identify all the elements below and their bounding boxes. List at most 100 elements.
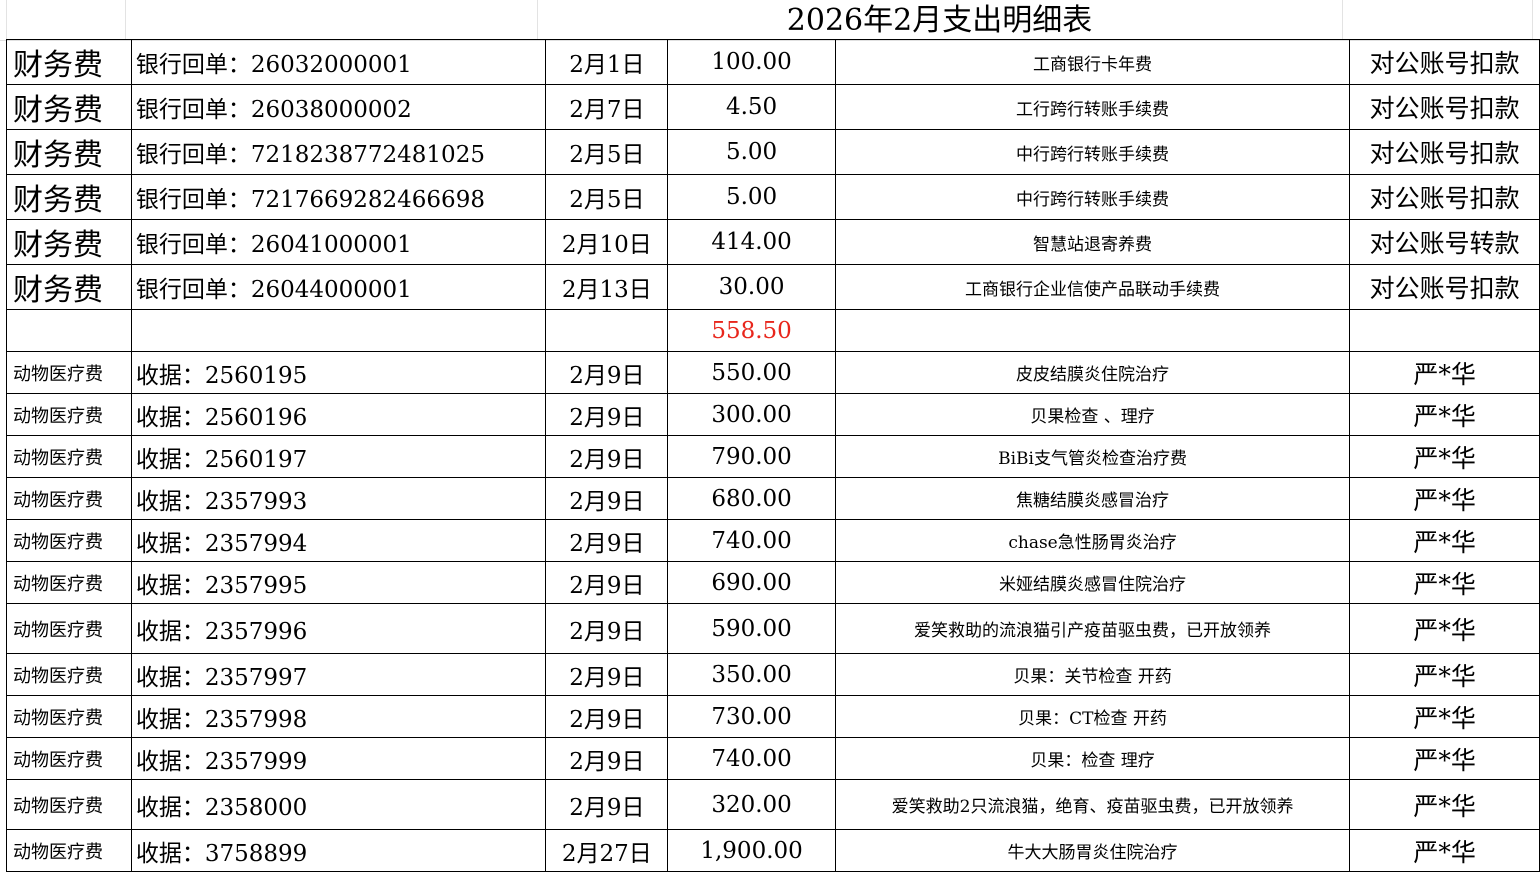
description-cell[interactable]: 贝果：关节检查 开药 bbox=[834, 653, 1351, 696]
payer-cell[interactable]: 严*华 bbox=[1349, 653, 1540, 696]
voucher-cell[interactable]: 银行回单：26038000002 bbox=[130, 84, 547, 130]
amount-cell[interactable]: 30.00 bbox=[667, 264, 836, 310]
voucher-cell[interactable]: 收据：2357995 bbox=[130, 561, 547, 604]
voucher-cell[interactable]: 收据：2560196 bbox=[130, 393, 547, 436]
amount-cell[interactable]: 100.00 bbox=[667, 39, 836, 85]
date-cell[interactable]: 2月9日 bbox=[545, 695, 669, 738]
payer-cell[interactable]: 对公账号扣款 bbox=[1349, 84, 1540, 130]
voucher-cell[interactable]: 收据：2357993 bbox=[130, 477, 547, 520]
category-cell[interactable]: 财务费 bbox=[6, 174, 132, 220]
category-cell[interactable]: 财务费 bbox=[6, 264, 132, 310]
category-cell[interactable]: 动物医疗费 bbox=[6, 653, 132, 696]
category-cell[interactable]: 动物医疗费 bbox=[6, 829, 132, 872]
amount-cell[interactable]: 5.00 bbox=[667, 174, 836, 220]
category-cell[interactable]: 财务费 bbox=[6, 129, 132, 175]
payer-cell[interactable]: 严*华 bbox=[1349, 393, 1540, 436]
category-cell[interactable]: 动物医疗费 bbox=[6, 603, 132, 654]
category-cell[interactable]: 动物医疗费 bbox=[6, 519, 132, 562]
description-cell[interactable]: 焦糖结膜炎感冒治疗 bbox=[834, 477, 1351, 520]
amount-cell[interactable]: 740.00 bbox=[667, 737, 836, 780]
category-cell[interactable]: 财务费 bbox=[6, 84, 132, 130]
voucher-cell[interactable]: 收据：2560197 bbox=[130, 435, 547, 478]
description-cell[interactable]: 皮皮结膜炎住院治疗 bbox=[834, 351, 1351, 394]
date-cell[interactable]: 2月9日 bbox=[545, 779, 669, 830]
description-cell[interactable]: chase急性肠胃炎治疗 bbox=[834, 519, 1351, 562]
payer-cell[interactable]: 严*华 bbox=[1349, 561, 1540, 604]
voucher-cell[interactable]: 收据：2560195 bbox=[130, 351, 547, 394]
subtotal-cell[interactable]: 558.50 bbox=[667, 309, 836, 352]
category-cell[interactable]: 动物医疗费 bbox=[6, 779, 132, 830]
voucher-cell[interactable]: 银行回单：7218238772481025 bbox=[130, 129, 547, 175]
description-cell[interactable]: 智慧站退寄养费 bbox=[834, 219, 1351, 265]
voucher-cell[interactable]: 收据：2358000 bbox=[130, 779, 547, 830]
empty-cell[interactable] bbox=[6, 309, 132, 352]
description-cell[interactable]: 牛大大肠胃炎住院治疗 bbox=[834, 829, 1351, 872]
payer-cell[interactable]: 对公账号扣款 bbox=[1349, 129, 1540, 175]
payer-cell[interactable]: 严*华 bbox=[1349, 829, 1540, 872]
amount-cell[interactable]: 5.00 bbox=[667, 129, 836, 175]
payer-cell[interactable]: 严*华 bbox=[1349, 519, 1540, 562]
voucher-cell[interactable]: 收据：2357994 bbox=[130, 519, 547, 562]
payer-cell[interactable]: 严*华 bbox=[1349, 435, 1540, 478]
amount-cell[interactable]: 550.00 bbox=[667, 351, 836, 394]
voucher-cell[interactable]: 收据：2357996 bbox=[130, 603, 547, 654]
voucher-cell[interactable]: 收据：2357998 bbox=[130, 695, 547, 738]
date-cell[interactable]: 2月9日 bbox=[545, 435, 669, 478]
category-cell[interactable]: 财务费 bbox=[6, 219, 132, 265]
amount-cell[interactable]: 300.00 bbox=[667, 393, 836, 436]
category-cell[interactable]: 动物医疗费 bbox=[6, 561, 132, 604]
payer-cell[interactable]: 严*华 bbox=[1349, 779, 1540, 830]
payer-cell[interactable]: 对公账号扣款 bbox=[1349, 264, 1540, 310]
date-cell[interactable]: 2月9日 bbox=[545, 351, 669, 394]
description-cell[interactable]: 爱笑救助2只流浪猫，绝育、疫苗驱虫费，已开放领养 bbox=[834, 779, 1351, 830]
payer-cell[interactable]: 严*华 bbox=[1349, 477, 1540, 520]
date-cell[interactable]: 2月9日 bbox=[545, 561, 669, 604]
date-cell[interactable]: 2月5日 bbox=[545, 174, 669, 220]
amount-cell[interactable]: 4.50 bbox=[667, 84, 836, 130]
description-cell[interactable]: 贝果检查 、理疗 bbox=[834, 393, 1351, 436]
category-cell[interactable]: 动物医疗费 bbox=[6, 393, 132, 436]
amount-cell[interactable]: 350.00 bbox=[667, 653, 836, 696]
payer-cell[interactable]: 对公账号扣款 bbox=[1349, 39, 1540, 85]
date-cell[interactable]: 2月1日 bbox=[545, 39, 669, 85]
date-cell[interactable]: 2月13日 bbox=[545, 264, 669, 310]
category-cell[interactable]: 动物医疗费 bbox=[6, 435, 132, 478]
date-cell[interactable]: 2月9日 bbox=[545, 653, 669, 696]
category-cell[interactable]: 财务费 bbox=[6, 39, 132, 85]
date-cell[interactable]: 2月9日 bbox=[545, 477, 669, 520]
amount-cell[interactable]: 740.00 bbox=[667, 519, 836, 562]
date-cell[interactable]: 2月9日 bbox=[545, 393, 669, 436]
payer-cell[interactable]: 对公账号转款 bbox=[1349, 219, 1540, 265]
description-cell[interactable]: 工行跨行转账手续费 bbox=[834, 84, 1351, 130]
description-cell[interactable]: 中行跨行转账手续费 bbox=[834, 174, 1351, 220]
empty-cell[interactable] bbox=[545, 309, 669, 352]
amount-cell[interactable]: 320.00 bbox=[667, 779, 836, 830]
description-cell[interactable]: 工商银行卡年费 bbox=[834, 39, 1351, 85]
amount-cell[interactable]: 730.00 bbox=[667, 695, 836, 738]
description-cell[interactable]: 米娅结膜炎感冒住院治疗 bbox=[834, 561, 1351, 604]
voucher-cell[interactable]: 银行回单：26041000001 bbox=[130, 219, 547, 265]
date-cell[interactable]: 2月9日 bbox=[545, 737, 669, 780]
payer-cell[interactable]: 严*华 bbox=[1349, 695, 1540, 738]
amount-cell[interactable]: 790.00 bbox=[667, 435, 836, 478]
description-cell[interactable]: 贝果：检查 理疗 bbox=[834, 737, 1351, 780]
voucher-cell[interactable]: 银行回单：7217669282466698 bbox=[130, 174, 547, 220]
empty-cell[interactable] bbox=[130, 309, 547, 352]
date-cell[interactable]: 2月7日 bbox=[545, 84, 669, 130]
empty-cell[interactable] bbox=[1349, 309, 1540, 352]
category-cell[interactable]: 动物医疗费 bbox=[6, 477, 132, 520]
voucher-cell[interactable]: 银行回单：26032000001 bbox=[130, 39, 547, 85]
sheet-title[interactable]: 2026年2月支出明细表 bbox=[786, 3, 1093, 38]
date-cell[interactable]: 2月27日 bbox=[545, 829, 669, 872]
date-cell[interactable]: 2月5日 bbox=[545, 129, 669, 175]
category-cell[interactable]: 动物医疗费 bbox=[6, 351, 132, 394]
payer-cell[interactable]: 严*华 bbox=[1349, 737, 1540, 780]
payer-cell[interactable]: 严*华 bbox=[1349, 351, 1540, 394]
amount-cell[interactable]: 414.00 bbox=[667, 219, 836, 265]
amount-cell[interactable]: 680.00 bbox=[667, 477, 836, 520]
category-cell[interactable]: 动物医疗费 bbox=[6, 737, 132, 780]
description-cell[interactable]: 贝果：CT检查 开药 bbox=[834, 695, 1351, 738]
amount-cell[interactable]: 1,900.00 bbox=[667, 829, 836, 872]
payer-cell[interactable]: 严*华 bbox=[1349, 603, 1540, 654]
description-cell[interactable]: 爱笑救助的流浪猫引产疫苗驱虫费，已开放领养 bbox=[834, 603, 1351, 654]
